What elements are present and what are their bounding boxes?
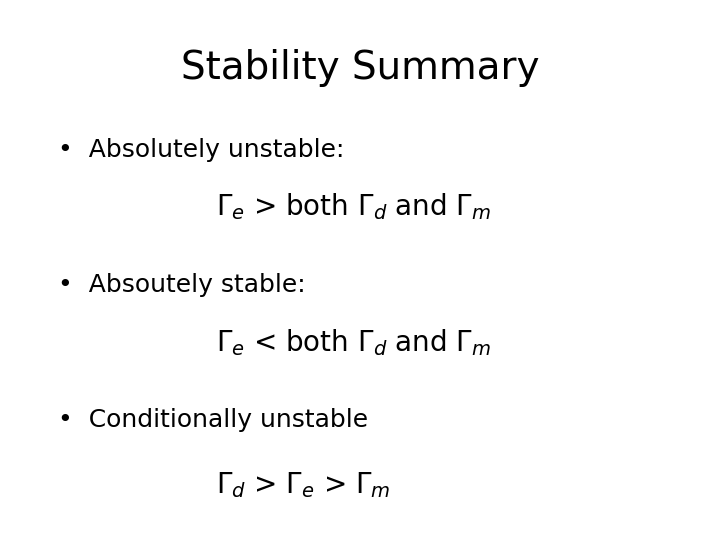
- Text: Stability Summary: Stability Summary: [181, 49, 539, 86]
- Text: Γ$_e$ > both Γ$_d$ and Γ$_m$: Γ$_e$ > both Γ$_d$ and Γ$_m$: [216, 192, 491, 222]
- Text: •  Absoutely stable:: • Absoutely stable:: [58, 273, 305, 296]
- Text: •  Conditionally unstable: • Conditionally unstable: [58, 408, 368, 431]
- Text: Γ$_e$ < both Γ$_d$ and Γ$_m$: Γ$_e$ < both Γ$_d$ and Γ$_m$: [216, 327, 491, 357]
- Text: Γ$_d$ > Γ$_e$ > Γ$_m$: Γ$_d$ > Γ$_e$ > Γ$_m$: [216, 470, 390, 500]
- Text: •  Absolutely unstable:: • Absolutely unstable:: [58, 138, 344, 161]
